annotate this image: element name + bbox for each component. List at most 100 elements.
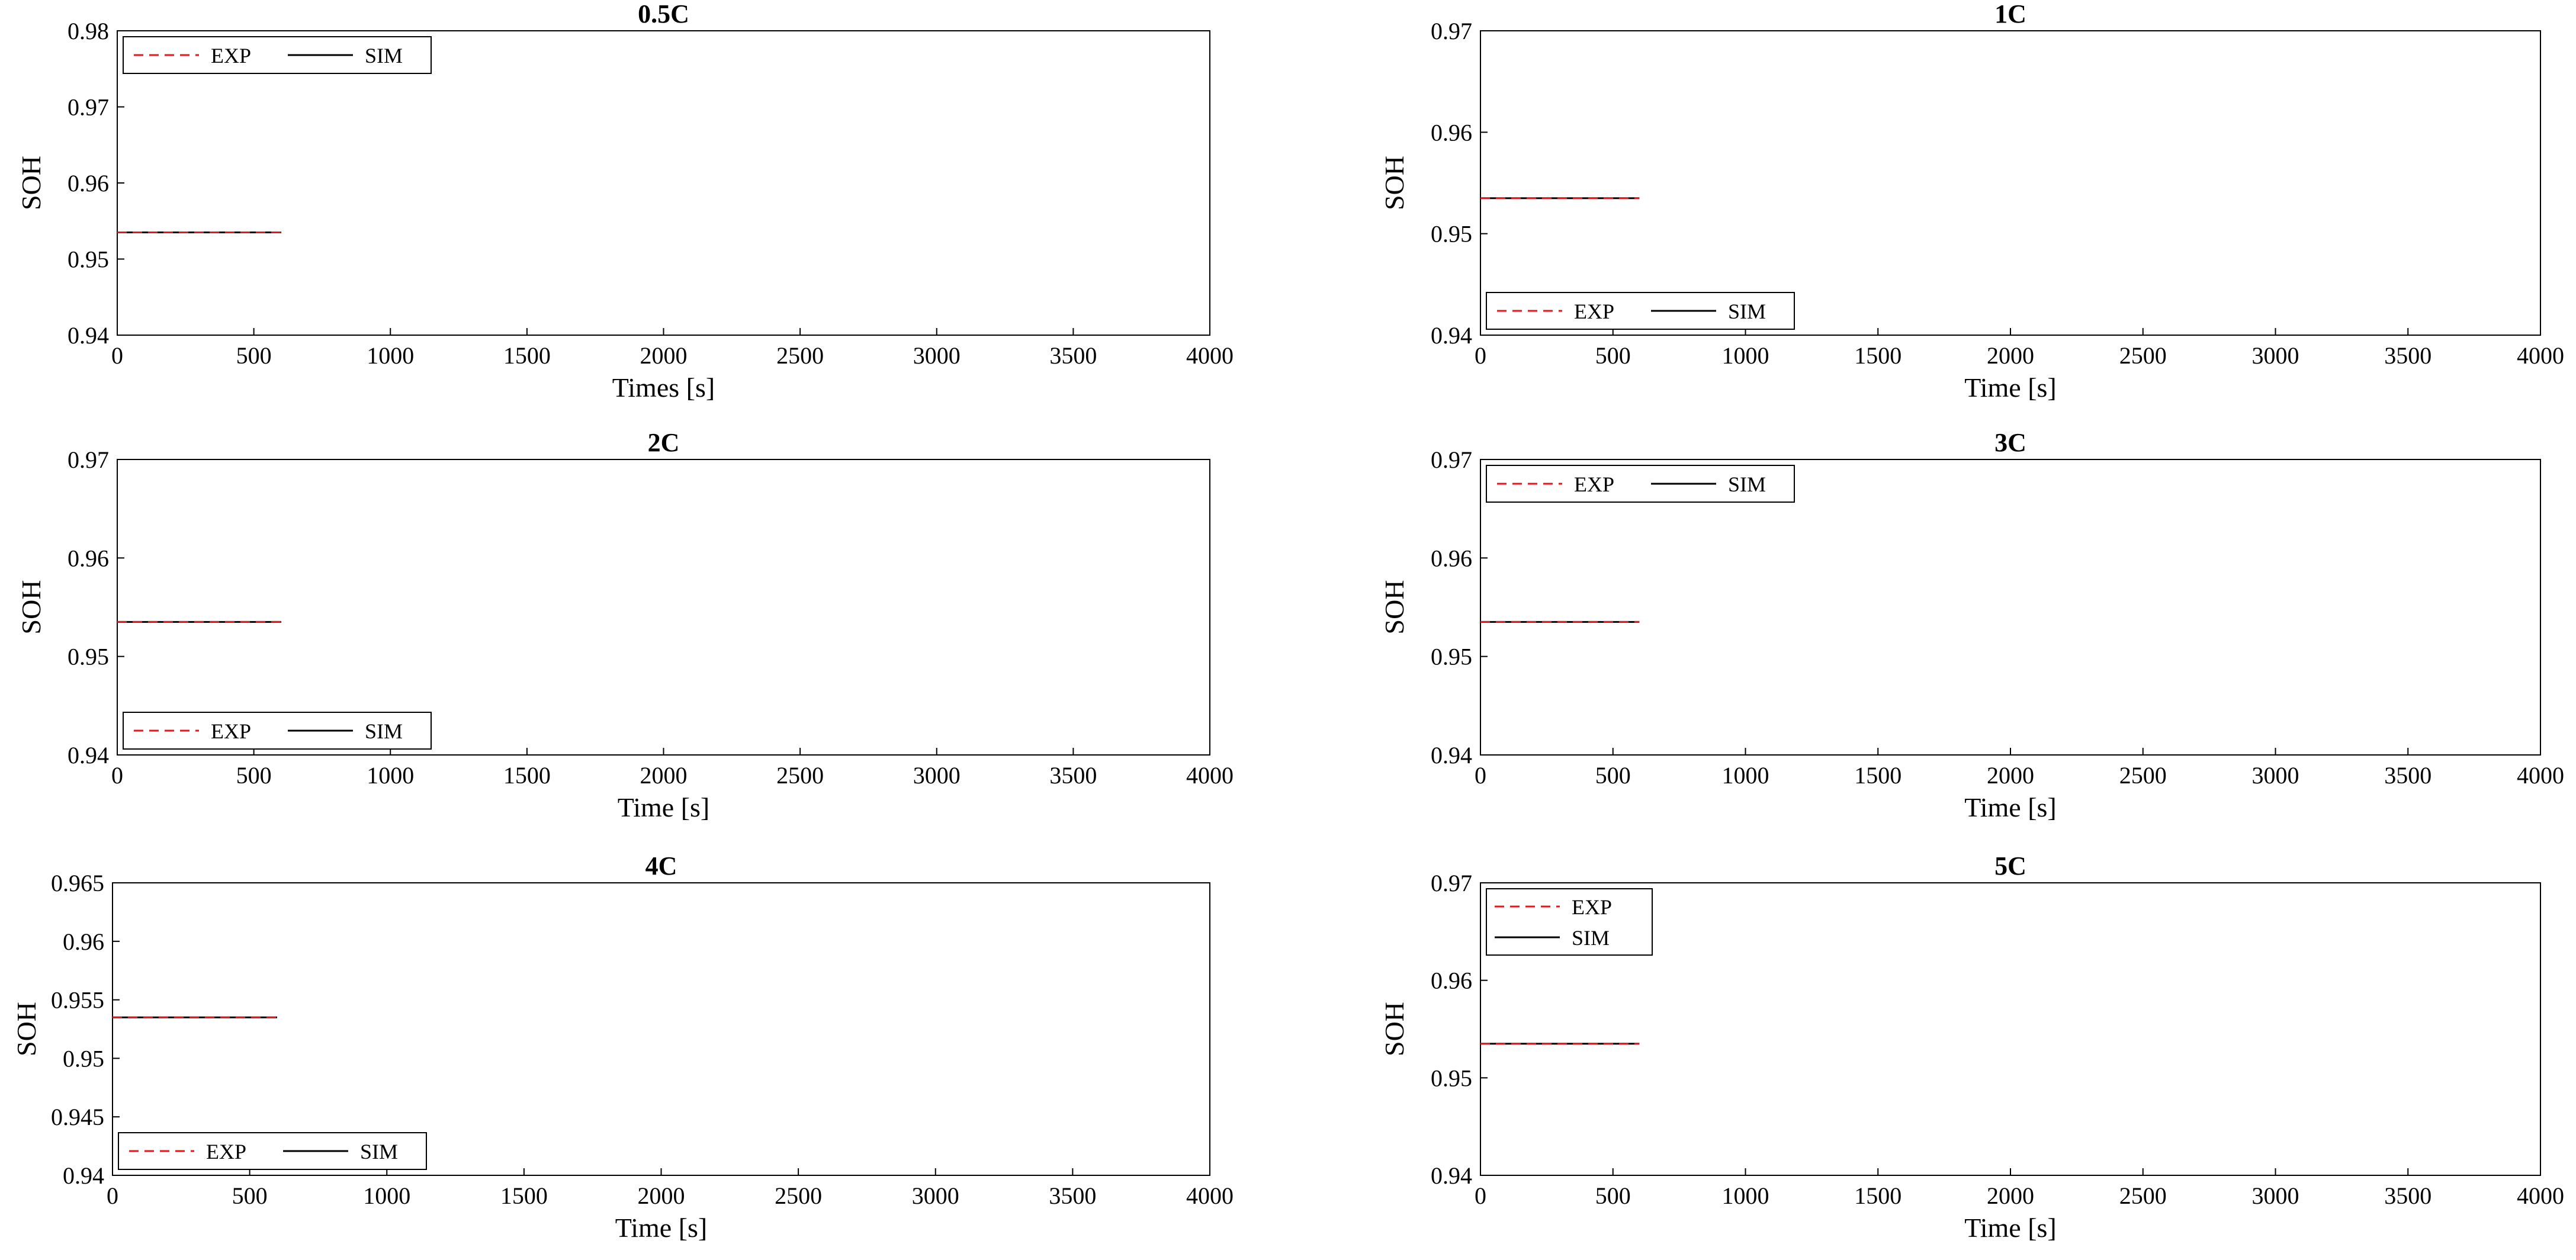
x-tick-label: 2500	[2119, 1182, 2167, 1209]
x-tick-label: 4000	[2517, 762, 2564, 789]
y-tick-label: 0.95	[68, 246, 109, 273]
x-tick-label: 3500	[1049, 1182, 1096, 1209]
y-axis-label: SOH	[16, 580, 46, 634]
x-tick-label: 1000	[1722, 762, 1769, 789]
x-tick-label: 500	[1595, 342, 1631, 369]
x-tick-label: 1000	[1722, 1182, 1769, 1209]
y-axis-label: SOH	[16, 156, 46, 210]
legend-box	[1486, 292, 1795, 330]
x-tick-label: 1500	[503, 342, 551, 369]
y-tick-label: 0.945	[51, 1104, 104, 1130]
y-tick-label: 0.95	[1431, 644, 1472, 670]
x-tick-label: 3000	[913, 762, 961, 789]
y-tick-label: 0.97	[68, 94, 109, 121]
y-tick-label: 0.97	[1431, 446, 1472, 473]
x-axis-label: Time [s]	[1964, 1213, 2057, 1243]
x-tick-label: 1500	[1854, 342, 1902, 369]
x-tick-label: 4000	[1186, 342, 1234, 369]
x-tick-label: 2000	[640, 342, 688, 369]
x-tick-label: 1000	[363, 1182, 410, 1209]
y-tick-label: 0.95	[68, 644, 109, 670]
legend-box	[123, 712, 432, 750]
chart-title: 3C	[1994, 428, 2026, 457]
legend-label-sim: SIM	[365, 44, 403, 68]
y-tick-label: 0.94	[1431, 1162, 1472, 1189]
x-axis-label: Time [s]	[1964, 792, 2057, 822]
x-tick-label: 500	[236, 342, 272, 369]
chart-title: 5C	[1994, 851, 2026, 880]
x-tick-label: 500	[1595, 762, 1631, 789]
x-tick-label: 1500	[500, 1182, 548, 1209]
y-axis-label: SOH	[1379, 1002, 1409, 1056]
y-tick-label: 0.955	[51, 987, 104, 1014]
x-tick-label: 0	[111, 342, 123, 369]
x-axis-label: Time [s]	[1964, 372, 2057, 403]
legend: EXP SIM	[1486, 292, 1795, 330]
x-tick-label: 3500	[1049, 762, 1097, 789]
x-tick-label: 3500	[2384, 342, 2432, 369]
x-tick-label: 500	[236, 762, 272, 789]
x-tick-label: 0	[107, 1182, 118, 1209]
legend-box	[1486, 888, 1653, 956]
legend-label-sim: SIM	[1728, 300, 1766, 323]
y-tick-label: 0.97	[1431, 870, 1472, 896]
y-tick-label: 0.96	[1431, 119, 1472, 146]
y-tick-label: 0.96	[1431, 967, 1472, 994]
x-tick-label: 0	[111, 762, 123, 789]
x-axis-label: Time [s]	[615, 1213, 708, 1243]
y-axis-label: SOH	[11, 1002, 41, 1056]
x-tick-label: 4000	[1186, 1182, 1234, 1209]
legend-label-exp: EXP	[1572, 895, 1612, 919]
x-tick-label: 3500	[1049, 342, 1097, 369]
y-tick-label: 0.97	[1431, 18, 1472, 44]
legend-label-sim: SIM	[365, 719, 403, 743]
x-tick-label: 2500	[775, 1182, 822, 1209]
y-tick-label: 0.97	[68, 446, 109, 473]
x-tick-label: 2500	[776, 342, 824, 369]
x-tick-label: 3500	[2384, 762, 2432, 789]
y-tick-label: 0.94	[1431, 742, 1472, 769]
chart-title: 0.5C	[638, 0, 689, 28]
chart-title: 2C	[648, 428, 680, 457]
legend-box	[1486, 465, 1795, 503]
x-tick-label: 2000	[1987, 342, 2034, 369]
x-tick-label: 1000	[367, 342, 414, 369]
y-axis-label: SOH	[1379, 580, 1409, 634]
legend: EXP SIM	[118, 1132, 427, 1170]
x-tick-label: 1000	[1722, 342, 1769, 369]
x-axis-label: Time [s]	[618, 792, 710, 822]
legend-box	[118, 1132, 427, 1170]
x-tick-label: 3000	[2252, 762, 2299, 789]
x-tick-label: 0	[1475, 1182, 1486, 1209]
x-tick-label: 0	[1475, 762, 1486, 789]
x-tick-label: 2000	[1987, 1182, 2034, 1209]
y-tick-label: 0.94	[68, 322, 109, 349]
x-tick-label: 2500	[2119, 342, 2167, 369]
legend-label-exp: EXP	[1574, 300, 1614, 323]
y-tick-label: 0.96	[68, 170, 109, 197]
y-tick-label: 0.96	[1431, 545, 1472, 571]
y-tick-label: 0.95	[1431, 1065, 1472, 1091]
y-tick-label: 0.94	[63, 1162, 104, 1189]
x-tick-label: 0	[1475, 342, 1486, 369]
legend-label-exp: EXP	[211, 719, 251, 743]
x-tick-label: 2000	[638, 1182, 685, 1209]
y-tick-label: 0.94	[1431, 322, 1472, 349]
legend: EXP SIM	[123, 36, 432, 74]
y-tick-label: 0.95	[1431, 221, 1472, 247]
y-axis-label: SOH	[1379, 156, 1409, 210]
x-tick-label: 500	[1595, 1182, 1631, 1209]
x-tick-label: 1500	[503, 762, 551, 789]
legend: EXP SIM	[123, 712, 432, 750]
y-tick-label: 0.98	[68, 18, 109, 44]
x-tick-label: 2000	[1987, 762, 2034, 789]
legend-label-exp: EXP	[206, 1140, 246, 1163]
legend-label-exp: EXP	[1574, 472, 1614, 496]
y-tick-label: 0.96	[68, 545, 109, 571]
legend-box	[123, 36, 432, 74]
